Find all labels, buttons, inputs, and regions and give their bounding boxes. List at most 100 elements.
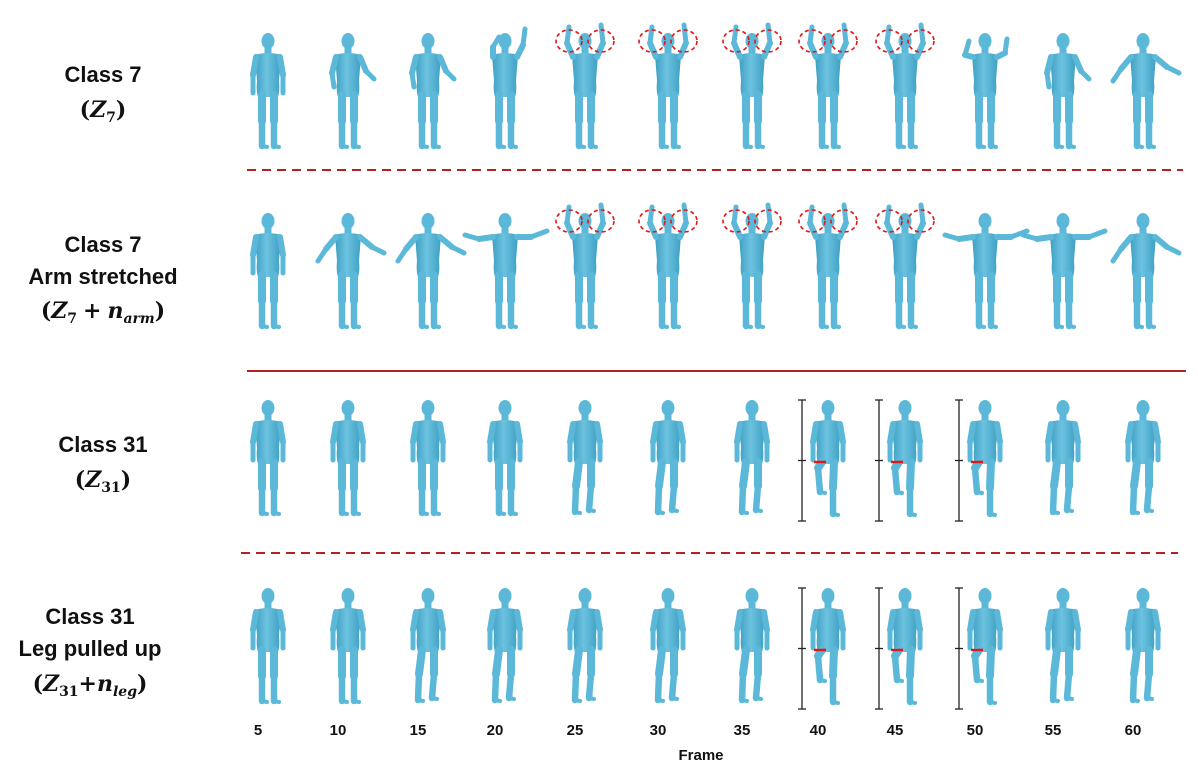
leg-height-bracket — [875, 399, 883, 522]
body-mesh-frame-45 — [887, 400, 923, 518]
hand-highlight-circle — [638, 209, 666, 233]
row-1-title: Class 7 — [64, 62, 141, 87]
row-2-title-line-2: Arm stretched — [28, 264, 177, 289]
body-mesh-frame-25 — [564, 22, 606, 150]
body-mesh-frame-30 — [650, 400, 686, 516]
body-mesh-frame-35 — [731, 202, 773, 330]
hand-highlight-circle — [638, 29, 666, 53]
body-mesh-frame-5 — [250, 588, 286, 705]
pose-row-4 — [250, 587, 1161, 710]
row-labels: Class 7 (Z7) Class 7 Arm stretched (Z7 + n… — [19, 62, 178, 700]
body-mesh-frame-50 — [962, 33, 1010, 150]
row-4-label: Class 31 Leg pulled up (Z31+nleg) — [19, 604, 162, 700]
frame-tick-35: 35 — [734, 722, 751, 739]
leg-height-bracket — [955, 399, 963, 522]
frame-tick-60: 60 — [1125, 722, 1142, 739]
hand-highlight-circle — [830, 209, 858, 233]
body-mesh-frame-5 — [250, 33, 286, 150]
leg-height-bracket — [798, 587, 806, 710]
hand-highlight-circle — [875, 29, 903, 53]
row-2-formula: (Z7 + narm) — [41, 298, 165, 327]
body-mesh-frame-20 — [490, 26, 528, 150]
body-mesh-frame-50 — [967, 400, 1003, 518]
frame-tick-40: 40 — [810, 722, 827, 739]
hand-highlight-circle — [555, 209, 583, 233]
body-mesh-frame-30 — [647, 22, 689, 150]
body-mesh-frame-20 — [487, 588, 523, 704]
body-mesh-frame-45 — [884, 202, 926, 330]
hand-highlight-circle — [907, 209, 935, 233]
body-mesh-frame-15 — [409, 33, 457, 150]
body-mesh-frame-10 — [330, 588, 366, 705]
row-separators — [241, 169, 1186, 554]
body-mesh-frame-20 — [487, 400, 523, 517]
hand-highlight-circle — [587, 29, 615, 53]
row-3-title: Class 31 — [58, 432, 147, 457]
frame-tick-15: 15 — [410, 722, 427, 739]
body-mesh-frame-25 — [564, 202, 606, 330]
hand-highlight-circle — [587, 209, 615, 233]
body-mesh-frame-5 — [250, 400, 286, 517]
hand-highlight-circle — [670, 209, 698, 233]
frame-tick-25: 25 — [567, 722, 584, 739]
body-mesh-frame-45 — [884, 22, 926, 150]
body-mesh-frame-60 — [1110, 213, 1182, 330]
body-mesh-frame-25 — [567, 400, 603, 516]
row-4-title-line-2: Leg pulled up — [19, 636, 162, 661]
body-mesh-frame-50 — [967, 588, 1003, 706]
body-mesh-frame-40 — [807, 22, 849, 150]
row-1-label: Class 7 (Z7) — [64, 62, 141, 126]
body-mesh-frame-60 — [1110, 33, 1182, 150]
row-3-label: Class 31 (Z31) — [58, 432, 147, 496]
body-mesh-frame-30 — [650, 588, 686, 704]
hand-highlight-circle — [798, 209, 826, 233]
hand-highlight-circle — [555, 29, 583, 53]
hand-highlight-circle — [754, 29, 782, 53]
frame-tick-30: 30 — [650, 722, 667, 739]
body-mesh-frame-55 — [1020, 213, 1108, 330]
hand-highlight-circle — [722, 29, 750, 53]
body-mesh-frame-15 — [410, 588, 446, 704]
leg-height-bracket — [955, 587, 963, 710]
body-mesh-frame-40 — [810, 588, 846, 706]
hand-highlight-circle — [798, 29, 826, 53]
body-mesh-frame-55 — [1045, 588, 1081, 704]
body-mesh-frame-40 — [807, 202, 849, 330]
pose-row-3 — [250, 399, 1161, 522]
pose-row-1 — [250, 22, 1182, 150]
body-mesh-frame-60 — [1125, 588, 1161, 704]
hand-highlight-circle — [670, 29, 698, 53]
hand-highlight-circle — [754, 209, 782, 233]
body-mesh-frame-5 — [250, 213, 286, 330]
body-mesh-frame-50 — [942, 213, 1030, 330]
frame-tick-5: 5 — [254, 722, 262, 739]
frame-tick-55: 55 — [1045, 722, 1062, 739]
hand-highlight-circle — [830, 29, 858, 53]
body-mesh-frame-25 — [567, 588, 603, 704]
body-mesh-frame-35 — [734, 588, 770, 704]
body-mesh-frame-30 — [647, 202, 689, 330]
body-mesh-frame-35 — [734, 400, 770, 516]
frame-tick-20: 20 — [487, 722, 504, 739]
body-mesh-frame-60 — [1125, 400, 1161, 516]
pose-row-2 — [250, 202, 1182, 330]
row-2-title-line-1: Class 7 — [64, 232, 141, 257]
body-mesh-frame-10 — [315, 213, 387, 330]
frame-axis: Frame 5 10 15 20 25 30 35 40 45 50 55 60 — [254, 722, 1142, 764]
leg-height-bracket — [875, 587, 883, 710]
row-4-title-line-1: Class 31 — [45, 604, 134, 629]
body-mesh-frame-35 — [731, 22, 773, 150]
row-4-formula: (Z31+nleg) — [33, 671, 148, 700]
row-3-formula: (Z31) — [75, 467, 131, 496]
body-mesh-frame-10 — [329, 33, 377, 150]
row-2-label: Class 7 Arm stretched (Z7 + narm) — [28, 232, 177, 327]
row-1-formula: (Z7) — [80, 97, 127, 126]
frame-tick-45: 45 — [887, 722, 904, 739]
body-mesh-frame-55 — [1045, 400, 1081, 516]
pose-grid — [250, 22, 1182, 710]
body-mesh-frame-10 — [330, 400, 366, 517]
leg-height-bracket — [798, 399, 806, 522]
hand-highlight-circle — [875, 209, 903, 233]
body-mesh-frame-15 — [395, 213, 467, 330]
